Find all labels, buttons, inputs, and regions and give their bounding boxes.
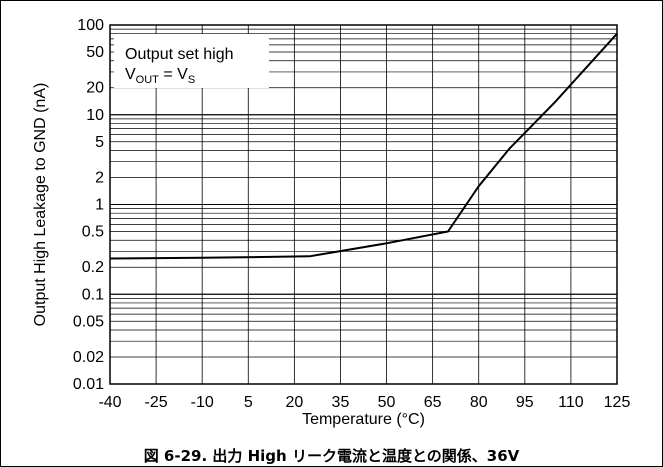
y-axis-ticks: 100 50 20 10 5 2 1 0.5 0.2 0.1 0.05 0.02 0.01: [73, 17, 104, 393]
y-tick-label: 0.02: [73, 349, 104, 366]
x-tick-label: 110: [558, 394, 584, 411]
x-tick-label: -10: [191, 394, 214, 411]
x-tick-label: 65: [424, 394, 442, 411]
annotation-equals: = V: [159, 66, 188, 83]
annotation-sub-out: OUT: [136, 74, 160, 86]
x-tick-label: 95: [516, 394, 534, 411]
x-tick-label: 5: [244, 394, 253, 411]
y-tick-label: 0.5: [82, 224, 104, 241]
x-tick-label: 80: [470, 394, 488, 411]
annotation-line-1: Output set high: [125, 46, 234, 63]
y-tick-label: 50: [86, 44, 104, 61]
x-tick-label: 125: [604, 394, 631, 411]
annotation-sub-s: S: [188, 74, 195, 86]
x-tick-label: 50: [378, 394, 396, 411]
y-tick-label: 5: [95, 134, 104, 151]
plot-area-border: [109, 24, 618, 385]
x-tick-label: -40: [98, 394, 121, 411]
leakage-chart: -40 -25 -10 5 20 35 50 65 80 95 110 125 100 50 20 10 5 2…: [32, 17, 630, 428]
y-tick-label: 0.1: [82, 286, 104, 303]
y-axis-label: Output High Leakage to GND (nA): [32, 83, 49, 327]
x-axis-ticks: -40 -25 -10 5 20 35 50 65 80 95 110 125: [98, 394, 630, 411]
x-tick-label: -25: [145, 394, 168, 411]
data-points: [109, 33, 618, 259]
x-axis-label: Temperature (°C): [302, 411, 425, 428]
figure-caption: 図 6-29. 出力 High リーク電流と温度との関係、36V: [143, 447, 520, 465]
x-tick-label: 35: [332, 394, 350, 411]
y-tick-label: 20: [86, 80, 104, 97]
y-tick-label: 0.2: [82, 259, 104, 276]
y-tick-label: 100: [77, 17, 104, 34]
y-tick-label: 1: [95, 197, 104, 214]
y-tick-label: 0.05: [73, 313, 104, 330]
x-tick-label: 20: [285, 394, 303, 411]
annotation-line-2: VOUT = VS: [125, 66, 195, 86]
y-tick-label: 2: [95, 169, 104, 186]
y-tick-label: 0.01: [73, 376, 104, 393]
annotation-box: [114, 34, 269, 88]
annotation-v: V: [125, 66, 136, 83]
y-tick-label: 10: [86, 107, 104, 124]
